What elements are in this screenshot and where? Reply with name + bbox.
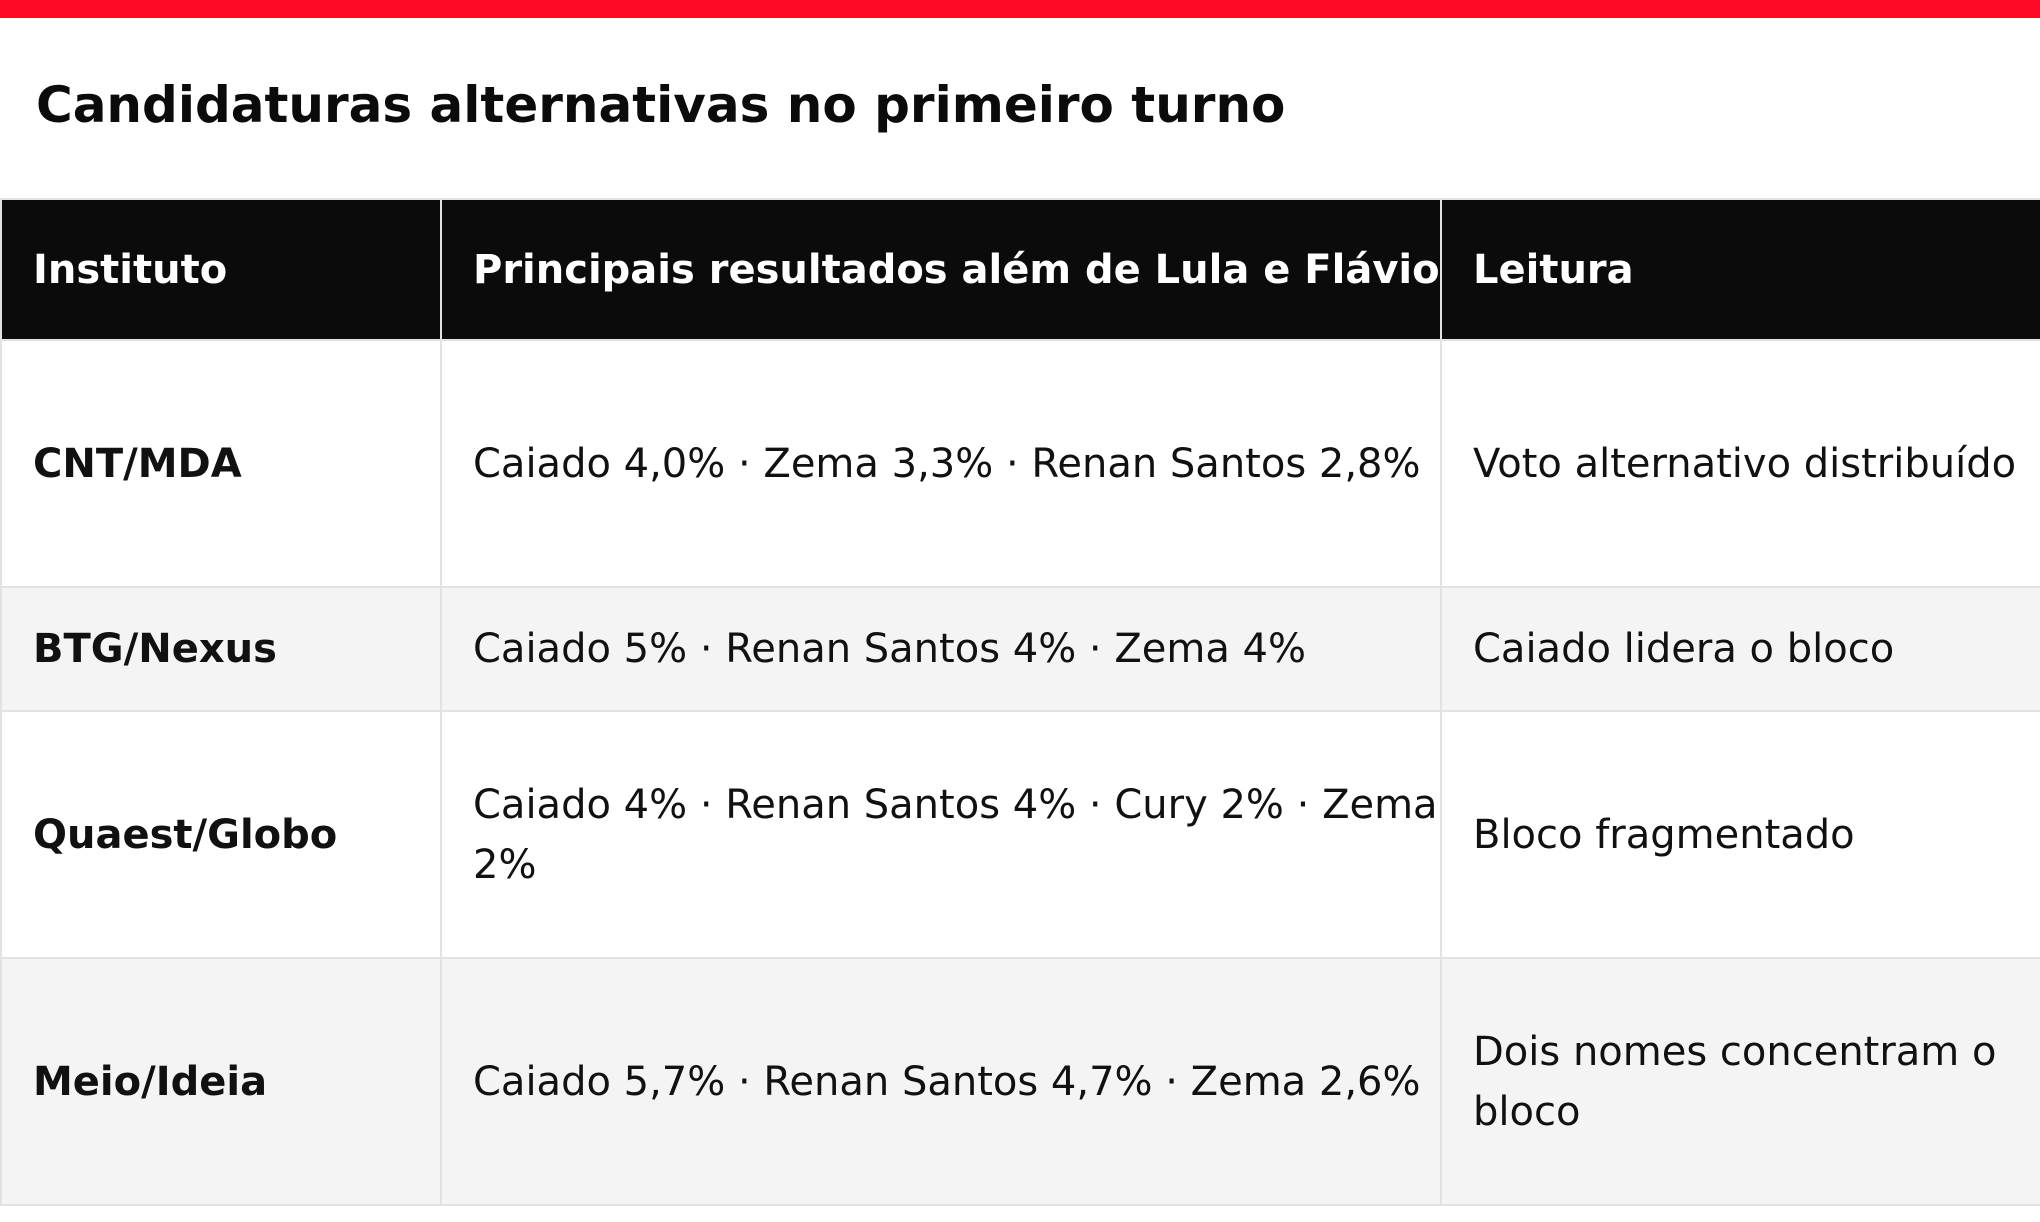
institute-cell: BTG/Nexus [0,586,442,712]
reading-cell: Voto alternativo distribuído [1440,339,2040,588]
results-cell: Caiado 4,0% · Zema 3,3% · Renan Santos 2… [440,339,1442,588]
table-row: Meio/Ideia Caiado 5,7% · Renan Santos 4,… [0,957,2040,1206]
reading-cell: Bloco fragmentado [1440,710,2040,959]
results-cell: Caiado 5,7% · Renan Santos 4,7% · Zema 2… [440,957,1442,1206]
header-reading: Leitura [1440,198,2040,341]
header-results: Principais resultados além de Lula e Flá… [440,198,1442,341]
results-cell: Caiado 4% · Renan Santos 4% · Cury 2% · … [440,710,1442,959]
top-accent-bar [0,0,2040,18]
table-header-row: Instituto Principais resultados além de … [0,198,2040,341]
results-table: Instituto Principais resultados além de … [0,198,2040,1206]
results-cell: Caiado 5% · Renan Santos 4% · Zema 4% [440,586,1442,712]
table-row: BTG/Nexus Caiado 5% · Renan Santos 4% · … [0,586,2040,712]
table-row: CNT/MDA Caiado 4,0% · Zema 3,3% · Renan … [0,339,2040,588]
institute-cell: CNT/MDA [0,339,442,588]
institute-cell: Quaest/Globo [0,710,442,959]
table-row: Quaest/Globo Caiado 4% · Renan Santos 4%… [0,710,2040,959]
page-title: Candidaturas alternativas no primeiro tu… [36,76,1286,134]
institute-cell: Meio/Ideia [0,957,442,1206]
reading-cell: Dois nomes concentram o bloco [1440,957,2040,1206]
header-institute: Instituto [0,198,442,341]
reading-cell: Caiado lidera o bloco [1440,586,2040,712]
